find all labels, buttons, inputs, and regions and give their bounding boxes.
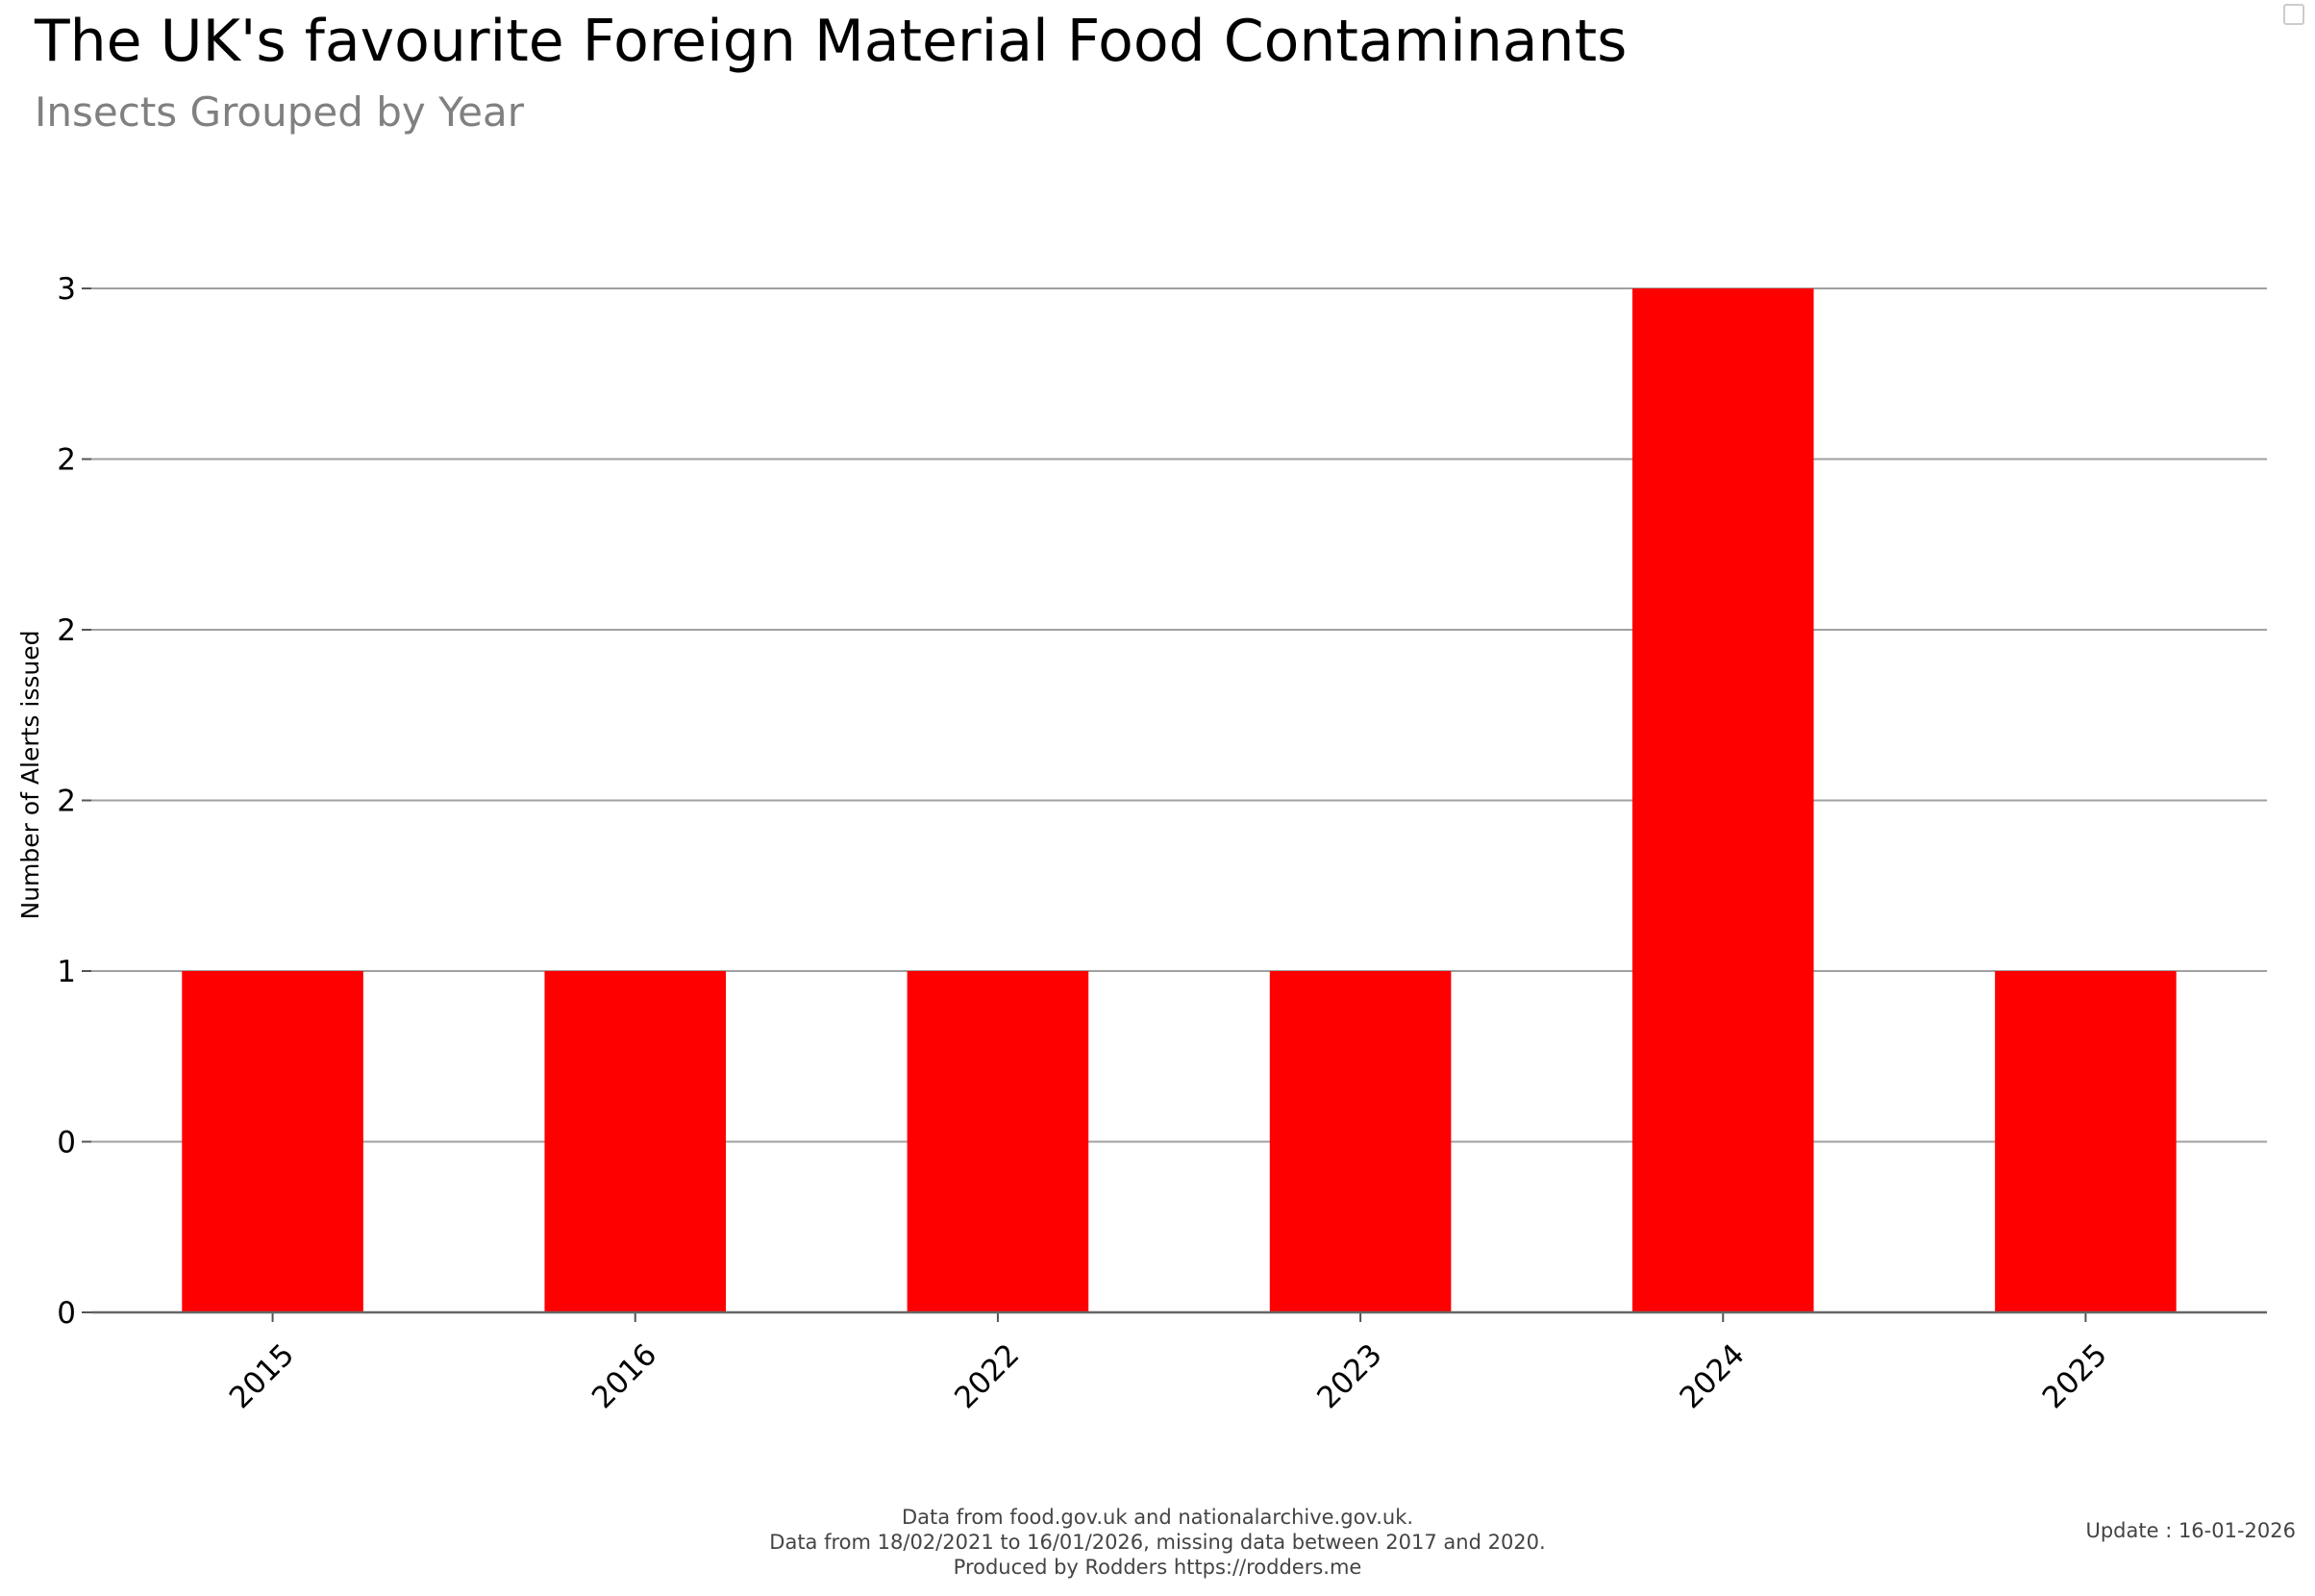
x-tick-label: 2016 <box>585 1337 663 1415</box>
x-tick-label: 2015 <box>223 1337 301 1415</box>
x-tick-label: 2025 <box>2036 1337 2114 1415</box>
x-tick-label: 2023 <box>1310 1337 1388 1415</box>
chart-title: The UK's favourite Foreign Material Food… <box>35 8 1628 75</box>
footer-date-range-note: Data from 18/02/2021 to 16/01/2026, miss… <box>769 1531 1546 1554</box>
bar-2022[interactable] <box>907 971 1089 1312</box>
y-axis-label: Number of Alerts issued <box>16 631 44 920</box>
gridlines <box>91 287 2267 1143</box>
footer-credit-note: Produced by Rodders https://rodders.me <box>953 1556 1362 1579</box>
bar-2023[interactable] <box>1269 971 1452 1312</box>
bars <box>182 288 2177 1312</box>
y-tick-label: 0 <box>57 1126 76 1160</box>
y-tick-label: 3 <box>57 272 76 307</box>
bar-2025[interactable] <box>1995 971 2177 1312</box>
legend-toggle[interactable] <box>2283 4 2304 25</box>
bar-2015[interactable] <box>182 971 363 1312</box>
footer-source-note: Data from food.gov.uk and nationalarchiv… <box>901 1506 1414 1529</box>
axes: 0 0 1 2 2 2 3 2015 2016 2022 2023 2024 2025 <box>57 272 2267 1415</box>
x-tick-label: 2022 <box>948 1337 1026 1415</box>
y-tick-label: 2 <box>57 613 76 648</box>
x-tick-label: 2024 <box>1673 1337 1751 1415</box>
y-tick-label: 1 <box>57 955 76 989</box>
y-tick-label: 2 <box>57 443 76 478</box>
update-timestamp: Update : 16-01-2026 <box>2085 1519 2296 1542</box>
bar-2024[interactable] <box>1631 288 1814 1312</box>
y-tick-label: 0 <box>57 1296 76 1331</box>
y-tick-label: 2 <box>57 785 76 819</box>
bar-2016[interactable] <box>544 971 727 1312</box>
chart-subtitle: Insects Grouped by Year <box>35 88 525 136</box>
